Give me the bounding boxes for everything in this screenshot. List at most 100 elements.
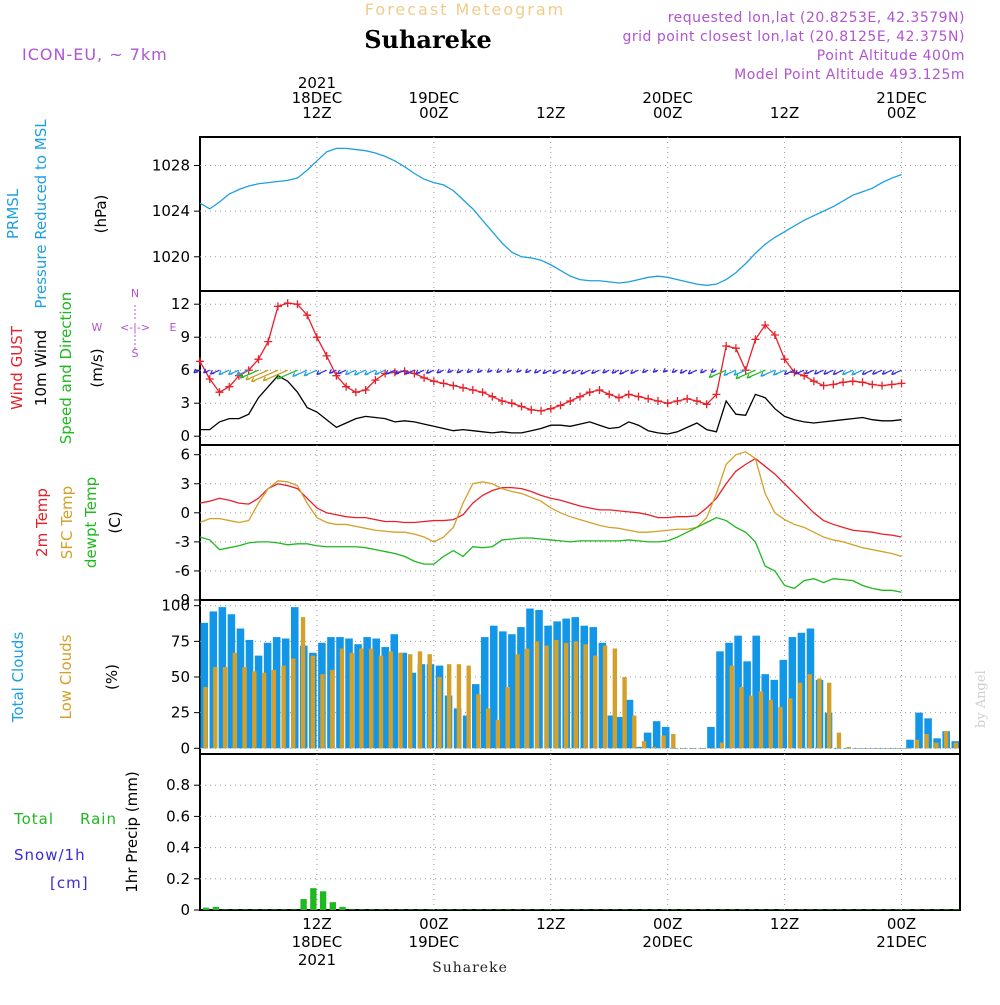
precip-bar <box>397 909 405 910</box>
total-cloud-bar <box>897 748 905 749</box>
panel-label: SFC Temp <box>58 486 76 559</box>
top-axis-label: 19DEC <box>409 89 460 107</box>
gust-marker <box>342 382 351 391</box>
series-sfc-temp <box>199 451 902 558</box>
total-cloud-bar <box>345 638 353 749</box>
low-cloud-bar <box>943 731 949 749</box>
total-cloud-bar <box>888 748 896 749</box>
gust-marker <box>273 302 282 311</box>
bottom-axis-label: 12Z <box>302 915 331 933</box>
total-cloud-bar <box>616 716 625 749</box>
precip-bar <box>660 909 668 910</box>
wind-arrow <box>562 369 571 375</box>
low-cloud-bar <box>203 686 208 749</box>
wind-arrow <box>303 369 318 377</box>
panel-label: 2m Temp <box>33 488 51 557</box>
precip-bar <box>797 909 804 910</box>
series-2m-temp <box>199 457 902 538</box>
gust-marker <box>322 351 331 360</box>
precip-bar <box>251 909 259 910</box>
total-cloud-bar <box>915 712 923 749</box>
y-tick-label: 0.6 <box>166 807 190 825</box>
wind-arrow <box>699 368 707 374</box>
precip-bar <box>729 909 736 910</box>
y-tick-label: 0.4 <box>166 839 190 857</box>
gust-marker <box>420 373 429 382</box>
compass-e: E <box>170 321 177 334</box>
gust-marker <box>761 321 770 330</box>
precip-bar <box>222 909 229 910</box>
total-cloud-bar <box>707 726 715 749</box>
precip-bar <box>592 909 600 910</box>
precip-bar <box>505 909 512 910</box>
wind-arrow <box>733 369 746 376</box>
precip-bar <box>836 909 843 910</box>
wind-arrow <box>239 369 259 379</box>
low-cloud-bar <box>378 655 384 749</box>
wind-arrow <box>671 368 678 374</box>
low-cloud-bar <box>339 648 345 749</box>
precip-bar <box>670 909 678 910</box>
gust-marker <box>751 335 760 344</box>
y-tick-label: 3 <box>180 394 190 412</box>
wind-arrow <box>552 369 561 375</box>
bottom-axis-label: 12Z <box>770 915 799 933</box>
gust-marker <box>244 366 253 375</box>
gust-marker <box>634 392 643 401</box>
low-cloud-bar <box>515 654 520 749</box>
total-cloud-bar <box>670 748 679 749</box>
label-snow: Snow/1h <box>14 846 86 864</box>
total-cloud-bar <box>833 748 842 749</box>
wind-arrow <box>772 369 785 376</box>
gust-marker <box>576 392 584 401</box>
total-cloud-bar <box>743 661 751 749</box>
low-cloud-bar <box>252 671 257 749</box>
wind-arrow <box>746 369 766 379</box>
top-axis-label: 00Z <box>419 104 448 122</box>
low-cloud-bar <box>300 617 306 749</box>
wind-arrow <box>385 369 396 375</box>
panel-label: (m/s) <box>88 348 106 387</box>
y-tick-label: 0 <box>180 427 190 445</box>
low-cloud-bar <box>573 641 579 749</box>
total-cloud-bar <box>218 607 227 749</box>
wind-arrow <box>813 369 824 375</box>
wind-arrow <box>542 369 552 375</box>
low-cloud-bar <box>895 748 900 749</box>
precip-bar <box>904 909 911 910</box>
low-cloud-bar <box>827 682 832 749</box>
low-cloud-bar <box>476 694 481 749</box>
total-cloud-bar <box>634 746 643 749</box>
gust-marker <box>449 381 458 390</box>
panel-label: Pressure Reduced to MSL <box>32 119 50 309</box>
label-precip-unit: 1hr Precip (mm) <box>123 771 141 892</box>
wind-arrow <box>404 369 415 375</box>
model-altitude: Model Point Altitude 493.125m <box>734 67 965 83</box>
panel-clouds: 0 25 50 75 100 Total Clouds Low Clouds (%) <box>9 597 961 757</box>
series-dewpt-temp <box>199 516 902 593</box>
precip-bar <box>261 909 268 910</box>
total-cloud-bar <box>870 748 878 749</box>
precip-bar <box>407 909 414 910</box>
low-cloud-bar <box>641 741 647 749</box>
precip-bar <box>612 909 619 910</box>
wind-arrow <box>619 369 629 375</box>
total-cloud-bar <box>381 647 389 749</box>
total-cloud-bar <box>272 637 281 749</box>
gust-marker <box>361 386 370 394</box>
wind-arrow <box>436 368 444 374</box>
wind-arrow <box>292 369 308 378</box>
precip-bar <box>212 906 220 910</box>
low-cloud-bar <box>369 648 374 749</box>
gust-marker <box>215 388 224 397</box>
requested-coords: requested lon,lat (20.8253E, 42.3579N) <box>668 10 965 26</box>
precip-bar <box>651 909 658 910</box>
total-cloud-bar <box>770 679 779 749</box>
total-cloud-bar <box>779 659 788 749</box>
bottom-axis-label: 00Z <box>887 915 916 933</box>
gust-marker <box>858 378 867 387</box>
gust-marker <box>712 390 721 399</box>
wind-arrow <box>783 369 795 376</box>
panel-label: dewpt Temp <box>82 477 100 568</box>
